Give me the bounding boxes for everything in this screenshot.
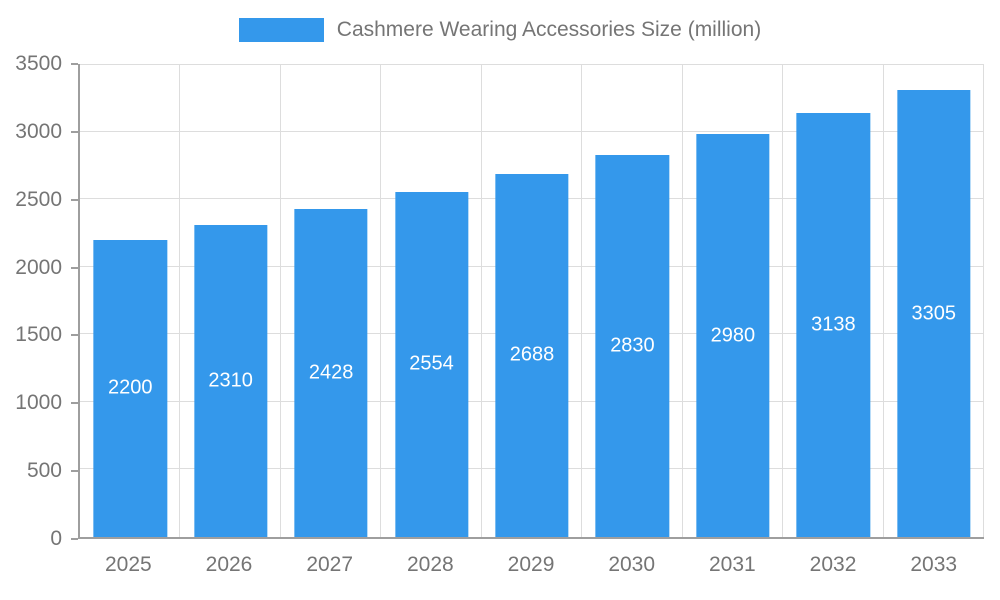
x-tick-label: 2027 (306, 553, 354, 576)
legend-swatch-icon (238, 18, 324, 42)
y-tick-mark (71, 130, 78, 133)
y-axis: 0 500 1000 1500 2000 2500 3000 3500 (0, 53, 78, 550)
v-gridline (782, 64, 784, 537)
bar-value-label: 2310 (208, 369, 253, 392)
chart-body: 0 500 1000 1500 2000 2500 3000 3500 2200 2310 242… (0, 53, 1000, 583)
y-tick-mark (71, 402, 78, 405)
bar-value-label: 2688 (509, 343, 555, 366)
v-gridline (480, 64, 482, 537)
bar-value-label: 2428 (308, 361, 354, 384)
bar-cell: 2200 (80, 64, 180, 537)
y-tick-label: 1500 (15, 323, 62, 347)
h-gridline (80, 130, 984, 132)
h-gridline (80, 64, 984, 65)
bar-cell: 2980 (683, 64, 783, 537)
bar-value-label: 2200 (107, 376, 153, 399)
bar-cell: 2554 (381, 64, 481, 537)
x-tick-label: 2028 (406, 553, 454, 576)
bar-value-label: 2830 (610, 334, 655, 357)
plot-wrap: 2200 2310 2428 2554 2688 2830 2980 3138 3305 202… (78, 64, 984, 583)
v-gridline (179, 64, 181, 537)
bar-value-label: 2980 (710, 324, 756, 347)
y-tick-mark (71, 334, 78, 337)
bar-2033: 3305 (897, 90, 971, 537)
v-gridline (279, 64, 281, 537)
y-tick-label: 0 (50, 527, 62, 550)
x-axis: 2025 2026 2027 2028 2029 2030 2031 2032 2033 (78, 539, 984, 583)
x-tick-label: 2031 (709, 553, 756, 576)
bar-2032: 3138 (796, 112, 870, 537)
plot-area: 2200 2310 2428 2554 2688 2830 2980 3138 3305 (78, 64, 984, 539)
v-gridline (681, 64, 683, 537)
bar-2029: 2688 (495, 173, 569, 537)
legend: Cashmere Wearing Accessories Size (milli… (0, 16, 1000, 44)
bar-2025: 2200 (93, 239, 167, 537)
bar-2027: 2428 (294, 208, 368, 537)
y-tick-label: 2000 (15, 255, 62, 279)
bar-2028: 2554 (394, 191, 469, 537)
x-tick-label: 2033 (910, 553, 958, 576)
bar-cell: 2310 (180, 64, 280, 537)
bar-cell: 2428 (281, 64, 381, 537)
y-tick-label: 2500 (15, 187, 62, 211)
y-tick-mark (71, 470, 78, 473)
bar-value-label: 3305 (911, 302, 957, 325)
bar-2026: 2310 (194, 224, 268, 537)
x-tick-label: 2026 (205, 553, 253, 576)
v-gridline (581, 64, 583, 537)
y-tick-label: 3500 (15, 52, 62, 75)
x-tick-label: 2029 (507, 553, 555, 576)
bar-cell: 3138 (783, 64, 883, 537)
bar-cell: 2688 (482, 64, 582, 537)
bar-cell: 3305 (884, 64, 984, 537)
bar-value-label: 2554 (409, 352, 454, 375)
y-tick-label: 3000 (15, 119, 62, 143)
y-tick-mark (71, 538, 78, 540)
x-tick-label: 2032 (809, 553, 857, 576)
x-tick-label: 2025 (104, 553, 152, 576)
y-tick-label: 500 (26, 459, 62, 483)
x-tick-label: 2030 (608, 553, 656, 576)
v-gridline (882, 64, 884, 537)
y-tick-label: 1000 (15, 391, 62, 415)
v-gridline (380, 64, 382, 537)
bar-2030: 2830 (595, 154, 670, 537)
y-tick-mark (71, 266, 78, 269)
bar-value-label: 3138 (811, 313, 856, 336)
y-tick-mark (71, 198, 78, 201)
bar-2031: 2980 (696, 134, 770, 537)
legend-label: Cashmere Wearing Accessories Size (milli… (336, 18, 762, 41)
bar-cell: 2830 (582, 64, 682, 537)
y-tick-mark (71, 63, 78, 65)
v-gridline (983, 64, 984, 537)
